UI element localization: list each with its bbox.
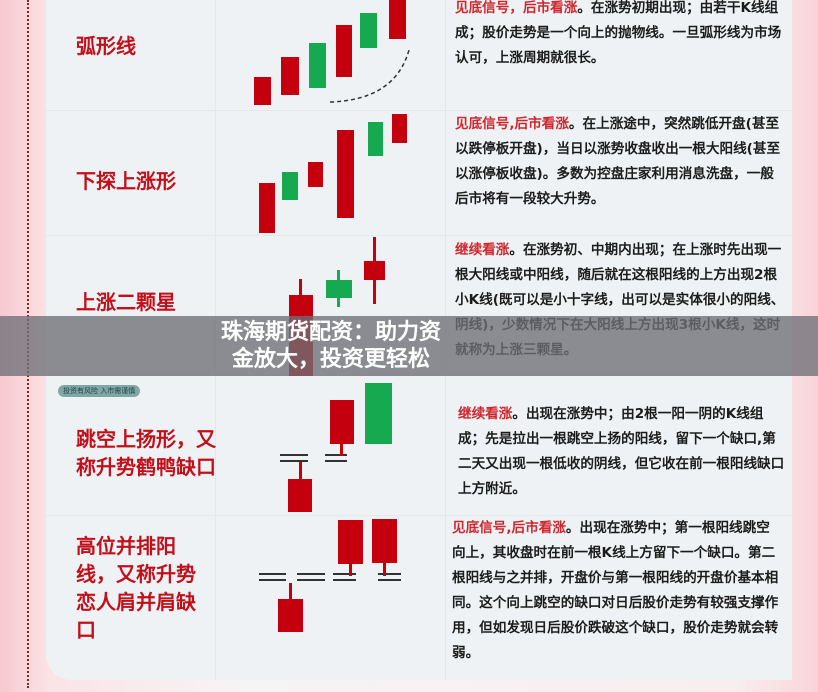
pattern-name: 上涨二颗星 [76, 290, 176, 314]
description-text: 。出现在涨势中；由2根一阳一阴的K线组成；先是拉出一根跳空上扬的阳线，留下一个缺… [458, 406, 785, 497]
candle-bullish [337, 130, 354, 218]
candle-wick [340, 443, 343, 456]
candle-bearish [326, 280, 352, 298]
row-divider [46, 375, 792, 516]
pattern-description: 见底信号，后市看涨。在涨势初期出现；由若干K线组成；股价走势是一个向上的抛物线。… [455, 0, 785, 71]
candle-bullish [389, 0, 406, 39]
pattern-description: 见底信号,后市看涨。在上涨途中，突然跳低开盘(甚至以跌停板开盘)，当日以涨势收盘… [455, 112, 785, 212]
banner-text: 珠海期货配资：助力资金放大，投资更轻松 [220, 320, 441, 372]
candle-wick [383, 562, 386, 576]
row-divider [46, 110, 792, 236]
overlay-banner: 珠海期货配资：助力资金放大，投资更轻松 [0, 316, 818, 376]
row-divider [46, 0, 792, 111]
description-text: 。出现在涨势中；第一根阳线跳空向上，其收盘时在前一根K线上方留下一个缺口。第二根… [452, 520, 779, 661]
candle-wick [289, 583, 292, 600]
candle-bullish [338, 520, 363, 564]
signal-label: 见底信号,后市看涨 [452, 520, 566, 536]
candle-bearish [368, 122, 383, 156]
signal-label: 见底信号，后市看涨 [455, 0, 578, 16]
candle-bullish [372, 519, 397, 563]
candle-bullish [288, 479, 312, 512]
description-text: 。在上涨途中，突然跳低开盘(甚至以跌停板开盘)，当日以涨势收盘收出一根大阳线(甚… [455, 116, 781, 207]
candle-bullish [281, 57, 299, 95]
candle-bullish [330, 400, 354, 444]
pattern-name: 弧形线 [76, 34, 136, 58]
pattern-description: 见底信号,后市看涨。出现在涨势中；第一根阳线跳空向上，其收盘时在前一根K线上方留… [452, 516, 782, 666]
gap-line [259, 573, 286, 581]
candle-wick [299, 279, 302, 299]
pattern-name: 高位并排阳线，又称升势恋人肩并肩缺口 [76, 534, 196, 642]
gap-line [280, 454, 308, 462]
gap-line [333, 573, 356, 581]
risk-badge: 投资有风险 入市需谨慎 [58, 385, 141, 397]
signal-label: 见底信号,后市看涨 [455, 116, 569, 132]
signal-label: 继续看涨 [458, 406, 513, 422]
candle-bullish [392, 114, 407, 143]
candle-wick [299, 462, 302, 480]
pattern-name: 跳空上扬形，又称升势鹤鸭缺口 [76, 427, 216, 479]
candle-bearish [309, 43, 326, 88]
candle-bullish [254, 77, 271, 105]
description-text: 。在涨势初期出现；由若干K线组成；股价走势是一个向上的抛物线。一旦弧形线为市场认… [455, 0, 782, 66]
candle-bullish [308, 162, 323, 187]
gap-line [297, 573, 325, 581]
candle-bearish [282, 172, 298, 200]
gap-line [378, 573, 401, 581]
candle-bullish [259, 183, 275, 233]
pattern-description: 继续看涨。出现在涨势中；由2根一阳一阴的K线组成；先是拉出一根跳空上扬的阳线，留… [458, 402, 788, 502]
arc-trendline [329, 49, 410, 103]
candle-bearish [365, 383, 392, 444]
signal-label: 继续看涨 [455, 242, 510, 258]
candle-bullish [278, 599, 303, 632]
candle-bullish [336, 25, 352, 77]
pattern-name: 下探上涨形 [76, 169, 176, 193]
gap-line [325, 454, 347, 462]
candle-bearish [360, 13, 377, 48]
candle-wick [349, 563, 352, 576]
candle-bullish [364, 261, 385, 280]
